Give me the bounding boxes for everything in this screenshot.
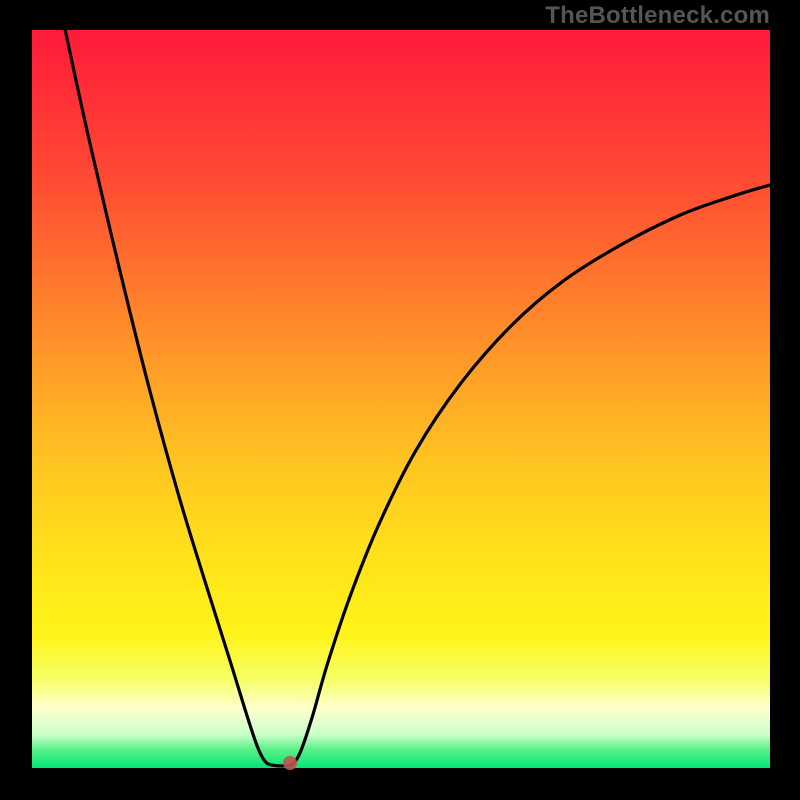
watermark-label: TheBottleneck.com: [545, 2, 770, 30]
bottleneck-curve: [32, 30, 770, 768]
plot-area: [32, 30, 770, 768]
chart-frame: TheBottleneck.com: [0, 0, 800, 800]
